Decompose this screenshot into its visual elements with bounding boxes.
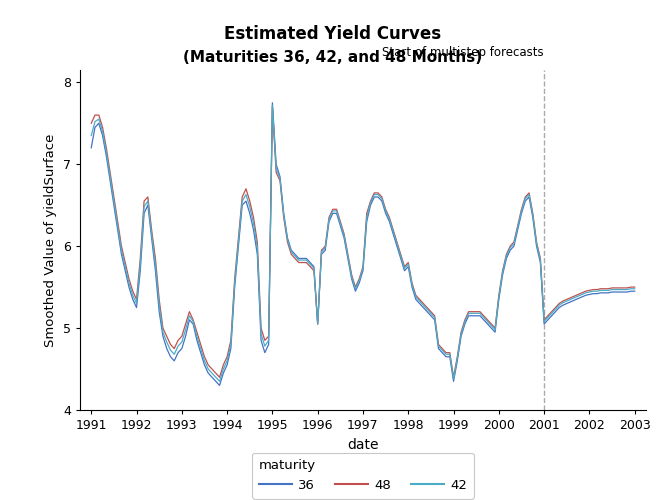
Y-axis label: Smoothed Value of yieldSurface: Smoothed Value of yieldSurface — [45, 134, 57, 346]
X-axis label: date: date — [347, 438, 379, 452]
Text: Start of multistep forecasts: Start of multistep forecasts — [382, 46, 544, 59]
Text: Estimated Yield Curves: Estimated Yield Curves — [224, 25, 442, 43]
Text: (Maturities 36, 42, and 48 Months): (Maturities 36, 42, and 48 Months) — [183, 50, 483, 65]
Legend: 36, 48, 42: 36, 48, 42 — [252, 453, 474, 498]
